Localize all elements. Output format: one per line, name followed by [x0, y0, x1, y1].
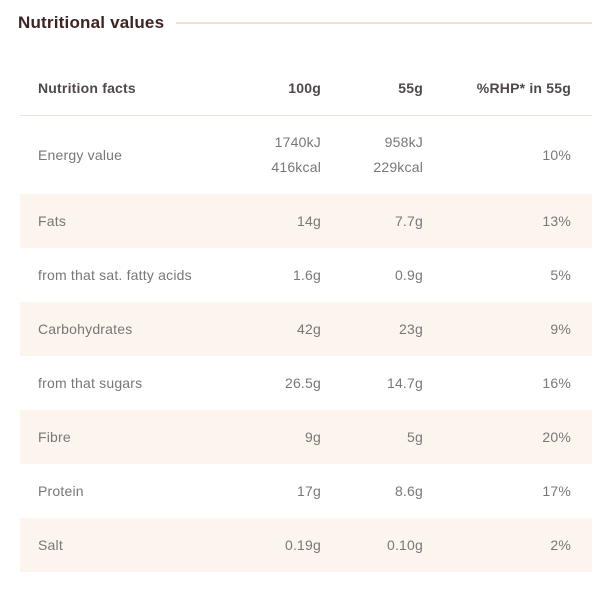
value-100g: 0.19g	[284, 537, 321, 553]
row-label: from that sat. fatty acids	[38, 267, 192, 283]
value-55g: 958kJ 229kcal	[373, 134, 423, 175]
value-rhp: 2%	[550, 537, 571, 553]
table-header-row: Nutrition facts 100g 55g %RHP* in 55g	[20, 61, 592, 116]
nutritional-values-section: Nutritional values Nutrition facts 100g …	[18, 12, 592, 572]
table-row: from that sugars 26.5g 14.7g 16%	[20, 356, 592, 410]
title-divider	[176, 22, 592, 24]
table-row: Fats 14g 7.7g 13%	[20, 194, 592, 248]
value-100g: 1740kJ 416kcal	[271, 134, 321, 175]
value-55g: 0.10g	[386, 537, 423, 553]
nutrition-table: Nutrition facts 100g 55g %RHP* in 55g En…	[20, 61, 592, 572]
value-rhp: 5%	[550, 267, 571, 283]
row-label: Carbohydrates	[38, 321, 133, 337]
table-row: Energy value 1740kJ 416kcal 958kJ 229kca…	[20, 116, 592, 194]
value-100g: 1.6g	[292, 267, 321, 283]
table-row: Salt 0.19g 0.10g 2%	[20, 518, 592, 572]
table-row: Fibre 9g 5g 20%	[20, 410, 592, 464]
value-rhp: 16%	[542, 375, 571, 391]
header-55g: 55g	[398, 80, 423, 96]
value-100g: 26.5g	[284, 375, 321, 391]
header-rhp: %RHP* in 55g	[476, 80, 571, 96]
value-100g: 9g	[305, 429, 321, 445]
row-label: Fibre	[38, 429, 71, 445]
value-100g: 42g	[297, 321, 321, 337]
value-rhp: 17%	[542, 483, 571, 499]
value-55g: 7.7g	[394, 213, 423, 229]
value-rhp: 20%	[542, 429, 571, 445]
row-label: from that sugars	[38, 375, 143, 391]
value-55g: 5g	[407, 429, 423, 445]
value-55g: 23g	[399, 321, 423, 337]
header-100g: 100g	[288, 80, 321, 96]
row-label: Fats	[38, 213, 67, 229]
table-row: Carbohydrates 42g 23g 9%	[20, 302, 592, 356]
value-55g: 0.9g	[394, 267, 423, 283]
value-rhp: 10%	[542, 147, 571, 163]
value-100g: 17g	[297, 483, 321, 499]
row-label: Energy value	[38, 147, 123, 163]
value-55g: 8.6g	[394, 483, 423, 499]
header-nutrition-facts: Nutrition facts	[38, 80, 136, 96]
page-title: Nutritional values	[18, 13, 165, 32]
value-55g: 14.7g	[386, 375, 423, 391]
row-label: Salt	[38, 537, 63, 553]
value-rhp: 9%	[550, 321, 571, 337]
table-row: from that sat. fatty acids 1.6g 0.9g 5%	[20, 248, 592, 302]
value-100g: 14g	[297, 213, 321, 229]
table-row: Protein 17g 8.6g 17%	[20, 464, 592, 518]
value-rhp: 13%	[542, 213, 571, 229]
section-header: Nutritional values	[18, 12, 592, 34]
row-label: Protein	[38, 483, 84, 499]
